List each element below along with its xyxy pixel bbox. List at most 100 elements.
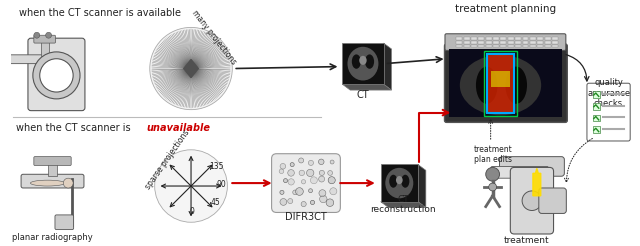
Text: sparse projections: sparse projections	[143, 129, 191, 191]
Bar	[552, 45, 558, 47]
Text: many projections: many projections	[189, 9, 237, 67]
Ellipse shape	[476, 67, 497, 104]
Ellipse shape	[385, 168, 413, 198]
Circle shape	[288, 199, 292, 204]
Ellipse shape	[389, 175, 397, 188]
Text: CT: CT	[356, 90, 369, 100]
Bar	[463, 37, 470, 40]
Circle shape	[33, 52, 80, 99]
Circle shape	[307, 169, 314, 177]
Text: 0: 0	[189, 207, 195, 216]
Text: quality
assurance
checks: quality assurance checks	[587, 78, 630, 108]
FancyArrow shape	[533, 169, 541, 196]
Text: when the CT scanner is available: when the CT scanner is available	[19, 8, 180, 18]
Bar	[471, 41, 477, 44]
Ellipse shape	[401, 175, 410, 188]
Circle shape	[328, 170, 333, 175]
Wedge shape	[498, 37, 513, 43]
Bar	[545, 41, 550, 44]
Bar	[493, 37, 499, 40]
Bar	[593, 115, 600, 122]
Polygon shape	[383, 43, 392, 90]
Bar	[515, 45, 521, 47]
Circle shape	[308, 160, 314, 166]
Bar	[493, 45, 499, 47]
Ellipse shape	[352, 54, 361, 69]
Bar	[500, 37, 506, 40]
Ellipse shape	[348, 47, 378, 80]
Bar	[500, 41, 506, 44]
Circle shape	[296, 188, 303, 195]
Bar	[545, 45, 550, 47]
Circle shape	[328, 177, 335, 184]
Circle shape	[310, 200, 315, 204]
Text: planar radiography: planar radiography	[12, 233, 93, 242]
Circle shape	[34, 32, 40, 38]
Circle shape	[319, 195, 327, 203]
Circle shape	[486, 168, 499, 181]
FancyBboxPatch shape	[539, 188, 566, 214]
Circle shape	[279, 169, 284, 174]
Text: treatment
plan edits: treatment plan edits	[473, 145, 512, 165]
Bar	[538, 41, 543, 44]
FancyBboxPatch shape	[499, 157, 564, 176]
Bar	[484, 51, 517, 116]
Circle shape	[319, 159, 324, 165]
Circle shape	[45, 32, 52, 38]
FancyBboxPatch shape	[510, 168, 554, 234]
Circle shape	[522, 191, 541, 211]
Bar	[381, 165, 418, 202]
Bar	[41, 42, 49, 56]
FancyBboxPatch shape	[491, 167, 548, 178]
Ellipse shape	[359, 56, 367, 65]
Circle shape	[330, 188, 337, 195]
Bar	[493, 41, 499, 44]
Text: 45: 45	[211, 198, 221, 207]
Text: 90: 90	[216, 180, 226, 189]
Circle shape	[299, 170, 305, 176]
Bar	[508, 45, 514, 47]
Circle shape	[310, 177, 317, 184]
Circle shape	[319, 190, 326, 197]
Ellipse shape	[31, 180, 65, 186]
Bar	[478, 41, 484, 44]
Bar	[530, 41, 536, 44]
Bar	[593, 103, 600, 110]
Circle shape	[319, 170, 324, 175]
FancyBboxPatch shape	[7, 55, 68, 64]
Bar	[456, 37, 462, 40]
Bar	[456, 45, 462, 47]
Circle shape	[330, 160, 334, 164]
Bar	[456, 41, 462, 44]
FancyBboxPatch shape	[445, 44, 567, 122]
FancyBboxPatch shape	[271, 154, 340, 213]
Text: CT
reconstruction: CT reconstruction	[371, 195, 436, 215]
Circle shape	[301, 201, 307, 207]
Bar	[530, 45, 536, 47]
Bar	[342, 43, 383, 84]
Bar	[593, 91, 600, 98]
Text: unavailable: unavailable	[147, 123, 211, 133]
Circle shape	[308, 189, 312, 193]
Text: 135: 135	[209, 162, 224, 170]
FancyBboxPatch shape	[28, 38, 85, 111]
Circle shape	[299, 158, 303, 163]
Bar	[552, 41, 558, 44]
Bar	[491, 72, 510, 87]
Circle shape	[288, 179, 294, 185]
Bar	[463, 41, 470, 44]
FancyBboxPatch shape	[587, 83, 630, 141]
Text: treatment: treatment	[504, 236, 550, 245]
Bar	[530, 37, 536, 40]
Bar	[508, 41, 514, 44]
Text: when the CT scanner is: when the CT scanner is	[16, 123, 134, 133]
Bar	[486, 41, 492, 44]
Bar	[545, 37, 550, 40]
Circle shape	[290, 163, 294, 167]
Bar	[463, 45, 470, 47]
Polygon shape	[381, 202, 426, 208]
Bar	[478, 37, 484, 40]
Ellipse shape	[396, 176, 403, 184]
Bar	[487, 54, 515, 113]
Circle shape	[292, 190, 298, 195]
